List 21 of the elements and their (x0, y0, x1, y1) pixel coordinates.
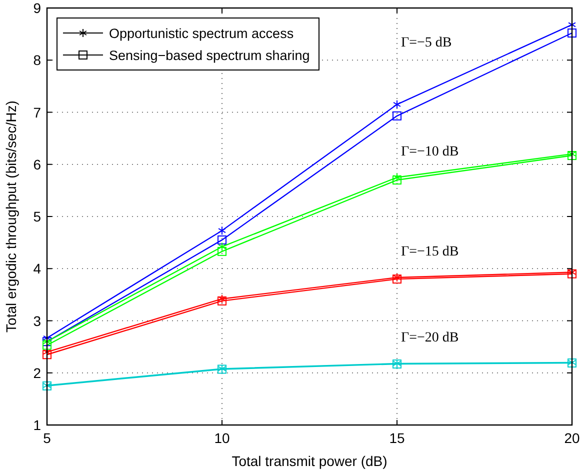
annotation: Sensing−based spectrum sharing (109, 48, 310, 63)
x-tick-label: 15 (389, 430, 405, 446)
annotation: Opportunistic spectrum access (109, 26, 294, 41)
x-tick-label: 5 (43, 430, 52, 446)
y-tick-label: 1 (33, 417, 42, 433)
x-tick-label: 20 (564, 430, 580, 446)
y-tick-label: 7 (33, 104, 42, 120)
y-tick-label: 4 (33, 260, 42, 277)
annotation: Γ=−15 dB (401, 244, 459, 260)
y-tick-label: 2 (33, 364, 42, 381)
y-tick-label: 3 (33, 312, 42, 329)
x-axis-title: Total transmit power (dB) (232, 453, 388, 469)
annotation: Γ=−10 dB (401, 144, 459, 160)
y-tick-label: 8 (33, 52, 42, 68)
annotation: Γ=−20 dB (401, 330, 459, 346)
y-tick-label: 9 (33, 0, 42, 16)
annotation: Γ=−5 dB (401, 35, 452, 50)
y-tick-label: 5 (33, 208, 42, 224)
y-axis-title: Total ergodic throughput (bits/sec/Hz) (3, 100, 19, 332)
x-tick-label: 10 (214, 430, 230, 446)
y-tick-label: 6 (33, 156, 42, 172)
